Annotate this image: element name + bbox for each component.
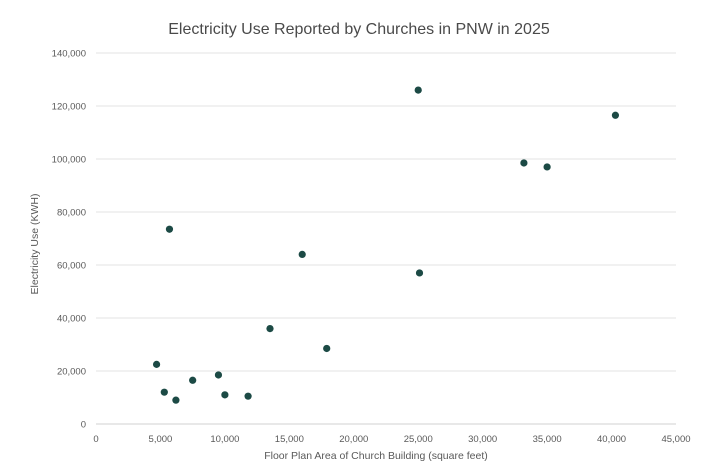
data-point	[214, 371, 223, 379]
data-point	[244, 392, 252, 400]
data-point	[323, 344, 331, 353]
x-tick-label: 45,000	[661, 434, 690, 445]
y-tick-label: 120,000	[52, 102, 86, 113]
y-tick-label: 80,000	[57, 208, 86, 219]
y-tick-label: 0	[81, 420, 86, 431]
y-axis-label: Electricity Use (KWH)	[29, 194, 41, 295]
data-point	[611, 111, 620, 119]
x-axis-tick-labels: 0 5,000 10,000 15,000 20,000 25,000 30,000 35,0…	[93, 434, 690, 445]
y-axis-tick-labels: 0 20,000 40,000 60,000 80,000 100,000 120,000 1…	[52, 49, 86, 431]
chart-title: Electricity Use Reported by Churches in …	[168, 21, 550, 38]
data-point	[160, 388, 168, 396]
x-tick-label: 40,000	[597, 434, 626, 445]
gridlines	[96, 52, 676, 372]
y-tick-label: 140,000	[52, 49, 86, 60]
data-point	[298, 250, 306, 258]
x-tick-label: 25,000	[404, 434, 433, 445]
y-tick-label: 40,000	[57, 314, 86, 325]
data-point	[543, 163, 551, 171]
y-tick-label: 100,000	[52, 155, 86, 166]
x-tick-label: 30,000	[468, 434, 497, 445]
x-axis-label: Floor Plan Area of Church Building (squa…	[264, 450, 488, 461]
x-tick-label: 10,000	[210, 434, 239, 445]
x-tick-label: 35,000	[533, 434, 562, 445]
y-tick-label: 20,000	[57, 367, 86, 378]
data-points	[152, 86, 620, 404]
data-point	[172, 396, 180, 404]
x-tick-label: 15,000	[275, 434, 304, 445]
y-tick-label: 60,000	[57, 261, 86, 272]
x-tick-label: 5,000	[149, 434, 173, 445]
data-point	[415, 269, 424, 277]
x-tick-label: 0	[93, 434, 98, 445]
data-point	[414, 86, 422, 94]
data-point	[520, 159, 528, 167]
data-point	[221, 391, 229, 399]
data-point	[266, 325, 274, 333]
data-point	[189, 376, 197, 384]
data-point	[152, 360, 161, 368]
data-point	[165, 225, 174, 233]
x-tick-label: 20,000	[339, 434, 368, 445]
